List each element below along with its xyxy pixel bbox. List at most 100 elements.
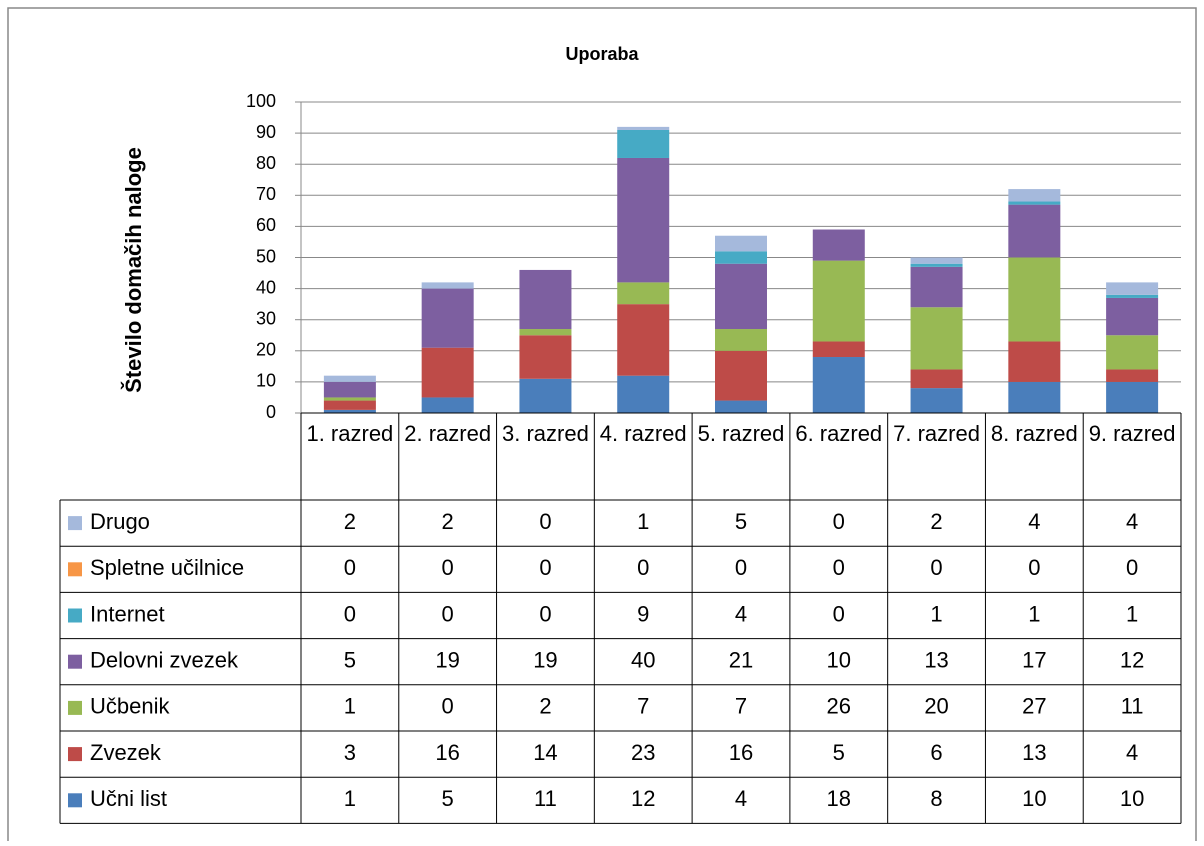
- table-value: 2: [539, 694, 551, 719]
- bar-segment: [323, 397, 376, 401]
- legend-swatch: [68, 747, 82, 762]
- table-value: 0: [442, 601, 454, 626]
- bar-segment: [323, 375, 376, 382]
- table-value: 0: [539, 509, 551, 534]
- bar-segment: [1106, 381, 1159, 413]
- bar-segment: [910, 263, 963, 267]
- bar-segment: [812, 341, 865, 358]
- bar-segment: [715, 329, 767, 351]
- y-tick-label: 40: [256, 277, 276, 297]
- y-tick-label: 30: [256, 308, 276, 328]
- x-tick-label: 7. razred: [893, 421, 980, 446]
- table-value: 0: [833, 509, 845, 534]
- bar-segment: [519, 335, 572, 379]
- x-tick-label-box: 8. razred: [991, 421, 1078, 446]
- table-value: 2: [344, 509, 356, 534]
- table-value: 1: [344, 694, 356, 719]
- table-value: 9: [637, 601, 649, 626]
- bar-segment: [519, 269, 572, 330]
- table-value: 0: [442, 694, 454, 719]
- bar-segment: [1008, 257, 1061, 342]
- legend-label: Drugo: [90, 509, 150, 534]
- bar-segment: [323, 409, 376, 413]
- table-value: 4: [735, 786, 747, 811]
- legend-swatch: [68, 516, 82, 531]
- bar-segment: [812, 357, 865, 413]
- y-tick-label: 10: [256, 371, 276, 391]
- bar-segment: [617, 282, 670, 305]
- legend-label: Učbenik: [90, 694, 170, 719]
- bar-segment: [617, 129, 670, 158]
- bar-segment: [1008, 204, 1061, 258]
- x-tick-label-box: 3. razred: [502, 421, 589, 446]
- table-value: 40: [631, 648, 655, 673]
- legend-swatch: [68, 562, 82, 577]
- table-value: 19: [533, 648, 557, 673]
- table-value: 13: [1022, 740, 1046, 765]
- bar-segment: [421, 347, 474, 398]
- table-value: 4: [735, 601, 747, 626]
- chart-title: Uporaba: [565, 44, 639, 64]
- table-value: 11: [534, 786, 557, 811]
- legend-swatch: [68, 654, 82, 669]
- table-value: 4: [1126, 740, 1138, 765]
- table-value: 5: [344, 648, 356, 673]
- x-tick-label-box: 2. razred: [404, 421, 492, 446]
- bar-segment: [812, 260, 865, 342]
- table-value: 0: [1028, 555, 1040, 580]
- table-value: 17: [1022, 648, 1046, 673]
- bar-segment: [1106, 369, 1159, 382]
- legend-label: Učni list: [90, 786, 167, 811]
- bar-segment: [617, 157, 670, 283]
- table-value: 27: [1022, 694, 1046, 719]
- bar-segment: [910, 307, 963, 370]
- legend-label: Zvezek: [90, 740, 162, 765]
- table-value: 23: [631, 740, 655, 765]
- table-value: 10: [1120, 786, 1144, 811]
- bar-segment: [617, 375, 670, 413]
- table-value: 3: [344, 740, 356, 765]
- legend-swatch: [68, 608, 82, 623]
- table-value: 20: [924, 694, 948, 719]
- table-value: 0: [833, 601, 845, 626]
- bar-segment: [1106, 294, 1159, 298]
- table-value: 16: [729, 740, 753, 765]
- bar-segment: [617, 304, 670, 376]
- x-tick-label: 3. razred: [502, 421, 589, 446]
- table-value: 10: [827, 648, 851, 673]
- y-tick-label: 0: [266, 402, 276, 422]
- table-value: 1: [930, 601, 942, 626]
- table-value: 0: [637, 555, 649, 580]
- bar-segment: [1106, 282, 1159, 295]
- bar-segment: [1106, 297, 1159, 336]
- x-tick-label: 4. razred: [599, 421, 687, 446]
- table-value: 8: [930, 786, 942, 811]
- bar-segment: [715, 235, 767, 252]
- bar-segment: [715, 263, 767, 330]
- x-tick-label-box: 7. razred: [893, 421, 980, 446]
- table-value: 6: [930, 740, 942, 765]
- table-value: 1: [344, 786, 356, 811]
- table-value: 0: [930, 555, 942, 580]
- bar-segment: [910, 388, 963, 413]
- bar-segment: [421, 397, 474, 413]
- table-value: 7: [637, 694, 649, 719]
- bar-segment: [910, 369, 963, 389]
- table-value: 16: [435, 740, 459, 765]
- bar-segment: [323, 400, 376, 410]
- bar-segment: [519, 378, 572, 413]
- bar-segment: [1008, 189, 1061, 202]
- table-value: 0: [735, 555, 747, 580]
- x-tick-label: 6. razred: [795, 421, 883, 446]
- y-tick-label: 100: [246, 91, 276, 111]
- table-value: 18: [827, 786, 851, 811]
- table-value: 1: [1126, 601, 1138, 626]
- x-tick-label: 2. razred: [404, 421, 492, 446]
- table-value: 0: [344, 555, 356, 580]
- y-tick-label: 70: [256, 184, 276, 204]
- y-axis-label: Število domačih naloge: [121, 147, 146, 393]
- table-value: 1: [1028, 601, 1040, 626]
- table-value: 0: [442, 555, 454, 580]
- x-tick-label: 1. razred: [306, 421, 394, 446]
